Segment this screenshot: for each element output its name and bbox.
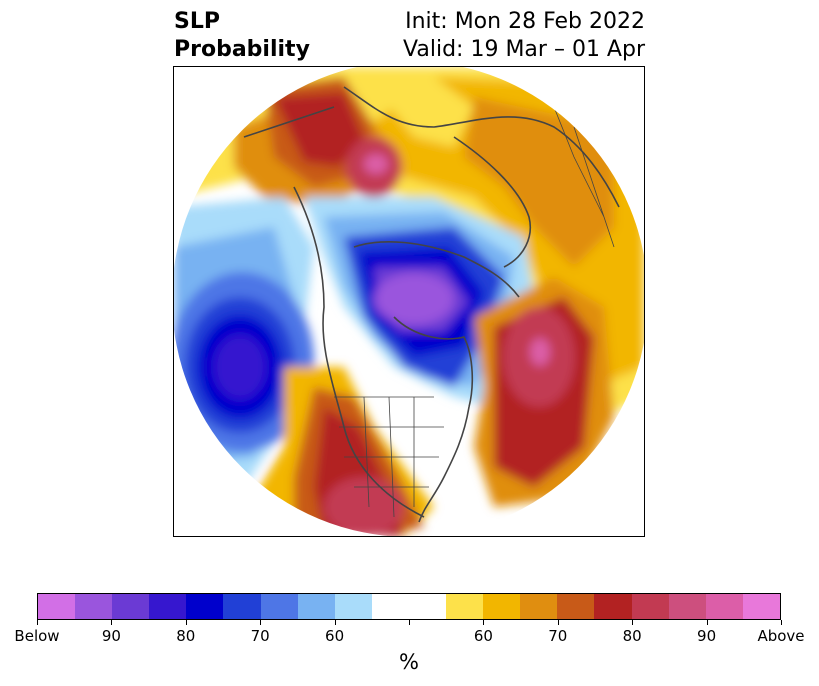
colorbar-tickmark [483,620,485,625]
colorbar-segment [112,594,150,619]
pacific-below-core [214,335,266,399]
eurasia-borders [553,106,615,248]
siberia-peak [364,154,388,174]
colorbar-tick-label: 70 [548,627,568,645]
colorbar-tickmark [37,620,38,625]
title-product: Probability [174,37,310,62]
colorbar-tickmark [632,620,634,625]
colorbar-tick-label: Above [757,627,805,645]
atlantic-above-peak [530,338,550,366]
eurasia-above-high [464,97,614,267]
colorbar-tickmark [706,620,708,625]
colorbar-tick-label: 90 [697,627,717,645]
map-dates: Init: Mon 28 Feb 2022 Valid: 19 Mar – 01… [403,8,645,64]
colorbar-segment [75,594,113,619]
colorbar-tickmark [557,620,559,625]
colorbar-tickmark [260,620,262,625]
canada-below-peak [374,273,454,325]
colorbar-tickmark [185,620,187,625]
borders [334,106,615,518]
colorbar-tickmark [334,620,336,625]
colorbar-tick-label: Below [14,627,60,645]
colorbar-segment [260,594,298,619]
colorbar-tickmark [409,620,410,625]
greenland-line [453,136,531,268]
colorbar-segment [223,594,261,619]
colorbar-segment [408,594,447,619]
init-date: Init: Mon 28 Feb 2022 [405,9,645,34]
colorbar-unit: % [399,650,419,674]
us-above-core [324,477,404,536]
map-title: SLP Probability [174,8,310,64]
state-lines-h [334,396,444,488]
colorbar-tick-label: 80 [622,627,642,645]
valid-range: Valid: 19 Mar – 01 Apr [403,37,645,62]
arctic-light [374,77,474,147]
colorbar-segment [334,594,372,619]
siberia-coast-line [243,106,335,138]
map-panel [173,66,645,537]
coastlines [243,86,620,523]
colorbar-tick-label: 90 [101,627,121,645]
colorbar-segment [742,594,780,619]
colorbar-segment [520,594,558,619]
siberia-above-high [274,92,364,167]
colorbar-tick-label: 70 [250,627,270,645]
colorbar-tick-label: 60 [473,627,493,645]
colorbar-tick-label: 60 [325,627,345,645]
colorbar-segment [38,594,76,619]
colorbar-segment [705,594,743,619]
colorbar-tickmark [781,620,782,625]
colorbar-segment [186,594,224,619]
colorbar-tickmark [111,620,113,625]
colorbar-segment [631,594,669,619]
colorbar-segment [557,594,595,619]
colorbar-tick-label: 80 [176,627,196,645]
colorbar [37,593,781,620]
probability-map [174,67,644,536]
west-coast-line [293,186,425,518]
colorbar-segment [371,594,409,619]
state-lines-v [363,396,415,518]
colorbar-segment [483,594,521,619]
colorbar-segment [594,594,632,619]
colorbar-segment [446,594,484,619]
title-variable: SLP [174,9,220,34]
east-coast-line [418,406,470,523]
hudson-bay-line [393,316,474,408]
arctic-coast-line [353,241,520,298]
colorbar-segment [297,594,335,619]
colorbar-segment [149,594,187,619]
colorbar-segment [668,594,706,619]
eurasia-coast-line [343,86,620,208]
